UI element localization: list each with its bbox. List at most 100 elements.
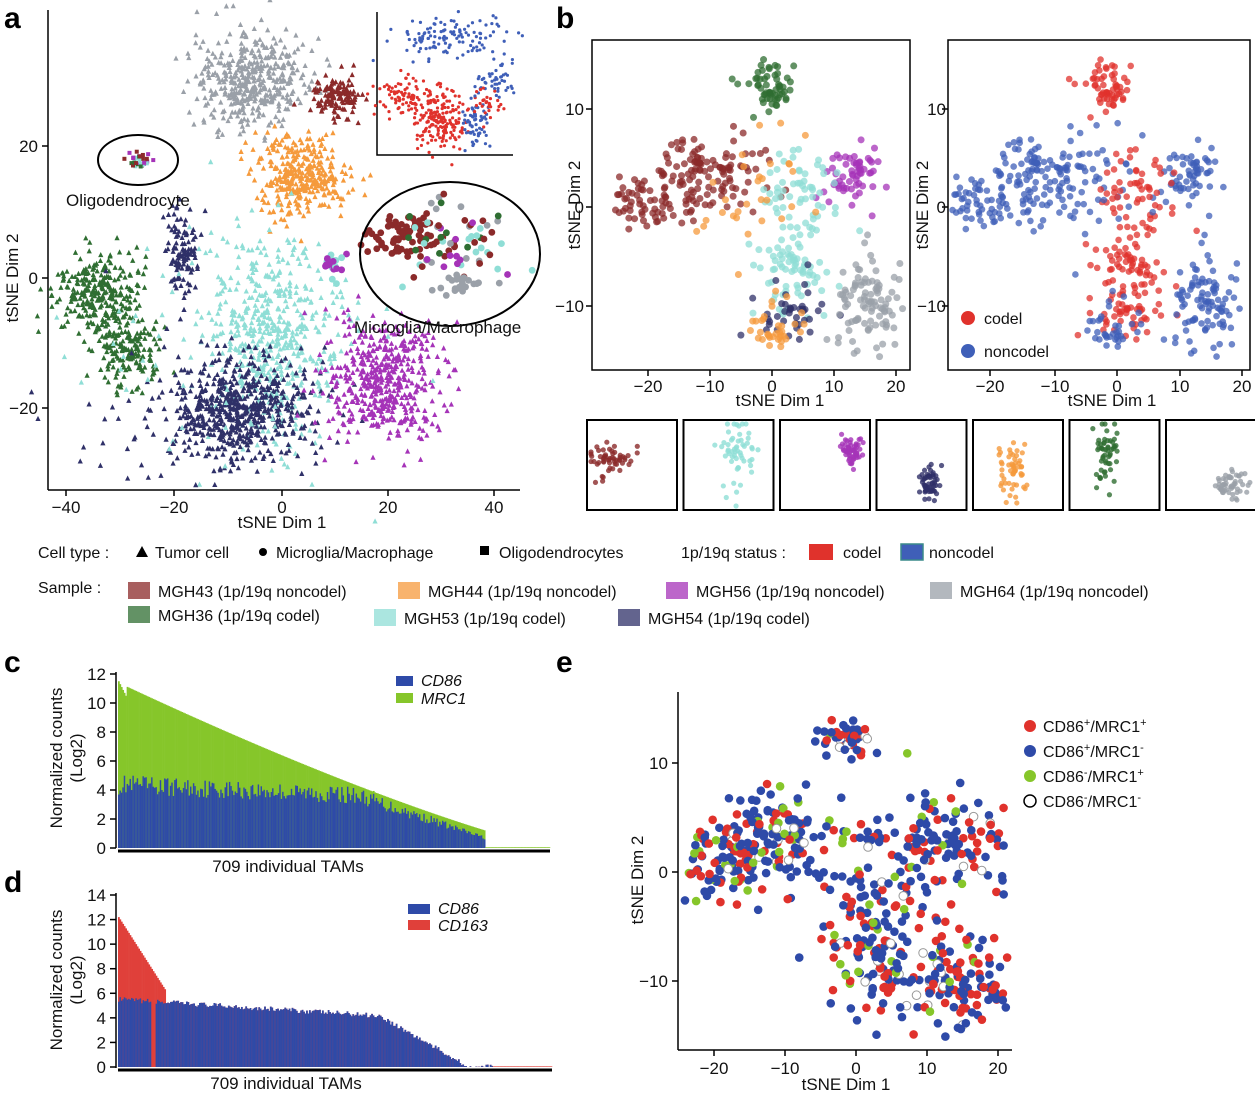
tumor-cell-point (64, 283, 70, 289)
tumor-cell-point (193, 32, 199, 38)
tumor-cell-point (267, 91, 274, 97)
tumor-cell-point (266, 261, 272, 267)
tumor-cell-point (38, 286, 44, 292)
inset-point (407, 92, 411, 96)
inset-point (450, 116, 455, 120)
tumor-cell-point (418, 340, 424, 346)
tumor-cell-point (378, 385, 384, 391)
status-point (975, 181, 983, 188)
tumor-cell-point (125, 297, 131, 303)
tumor-cell-point (227, 338, 233, 345)
tumor-cell-point (313, 367, 319, 373)
tumor-cell-point (268, 347, 274, 353)
tumor-cell-point (290, 375, 296, 381)
tumor-cell-point (257, 155, 263, 161)
status-point (1133, 231, 1141, 239)
tumor-cell-point (227, 409, 233, 416)
tumor-cell-point (360, 328, 366, 334)
microglia-point (372, 233, 380, 241)
tumor-cell-point (381, 356, 387, 362)
tumor-cell-point (89, 296, 95, 302)
status-point (1157, 170, 1165, 177)
tumor-cell-point (156, 394, 162, 400)
inset-point (455, 56, 459, 60)
tumor-cell-point (177, 316, 184, 322)
tumor-cell-point (236, 332, 242, 338)
inset-point (452, 19, 456, 23)
sample-point (693, 227, 701, 235)
status-point (1111, 188, 1118, 196)
inset-point (438, 124, 443, 129)
tumor-cell-point (274, 417, 281, 423)
status-point (1038, 167, 1045, 175)
status-point (1046, 186, 1054, 194)
tumor-cell-point (426, 317, 432, 324)
tumor-cell-point (346, 331, 352, 337)
inset-point (494, 16, 498, 20)
tumor-cell-point (266, 352, 272, 359)
tumor-cell-point (256, 378, 262, 385)
inset-point (415, 108, 419, 112)
tumor-cell-point (360, 367, 366, 373)
sample-point (723, 203, 731, 211)
tumor-cell-point (285, 260, 291, 266)
panel-a-x-tick-label: −20 (160, 498, 189, 517)
tumor-cell-point (312, 193, 318, 200)
tumor-cell-point (389, 346, 395, 352)
tumor-cell-point (188, 269, 194, 275)
tumor-cell-point (297, 363, 303, 370)
status-point (1011, 145, 1019, 153)
tumor-cell-point (405, 400, 411, 406)
tumor-cell-point (261, 362, 267, 368)
inset-point (437, 120, 442, 124)
tumor-cell-point (395, 379, 401, 385)
inset-point (481, 86, 485, 90)
tumor-cell-point (317, 392, 323, 399)
tumor-cell-point (257, 36, 263, 42)
sample-point (631, 215, 639, 223)
tumor-cell-point (84, 312, 90, 318)
status-point (998, 183, 1006, 191)
inset-point (467, 120, 472, 124)
sample-point (750, 261, 758, 269)
tumor-cell-point (322, 176, 328, 182)
status-point (1110, 166, 1118, 173)
tumor-cell-point (235, 264, 241, 270)
status-point (992, 167, 1000, 174)
tumor-cell-point (366, 411, 372, 417)
tumor-cell-point (310, 312, 316, 318)
tumor-cell-point (322, 310, 328, 316)
tumor-cell-point (267, 373, 273, 379)
tumor-cell-point (212, 70, 218, 76)
tumor-cell-point (242, 403, 248, 410)
tumor-cell-point (118, 381, 124, 387)
status-point (1024, 156, 1031, 163)
panel-a-x-tick-label: 20 (379, 498, 398, 517)
tumor-cell-point (267, 182, 273, 188)
tumor-cell-point (282, 342, 288, 348)
tumor-cell-point (341, 403, 347, 409)
status-point (1097, 99, 1104, 106)
tumor-cell-point (412, 333, 418, 339)
status-point (1148, 279, 1155, 286)
tumor-cell-point (271, 35, 277, 41)
inset-point (401, 97, 405, 101)
tumor-cell-point (169, 227, 175, 233)
inset-point (470, 140, 475, 144)
tumor-cell-point (168, 260, 174, 266)
sample-point (876, 353, 884, 361)
tumor-cell-point (289, 176, 295, 182)
tumor-cell-point (129, 388, 135, 394)
tumor-cell-point (259, 187, 265, 193)
tumor-cell-point (289, 395, 296, 402)
tumor-cell-point (268, 162, 274, 169)
tumor-cell-point (217, 301, 223, 307)
inset-point (488, 115, 493, 120)
tumor-cell-point (223, 362, 229, 368)
sample-point (733, 214, 741, 222)
sample-point (658, 197, 666, 205)
inset-point (399, 111, 403, 115)
status-point (1168, 179, 1175, 187)
tumor-cell-point (239, 47, 245, 54)
inset-point (455, 22, 459, 27)
